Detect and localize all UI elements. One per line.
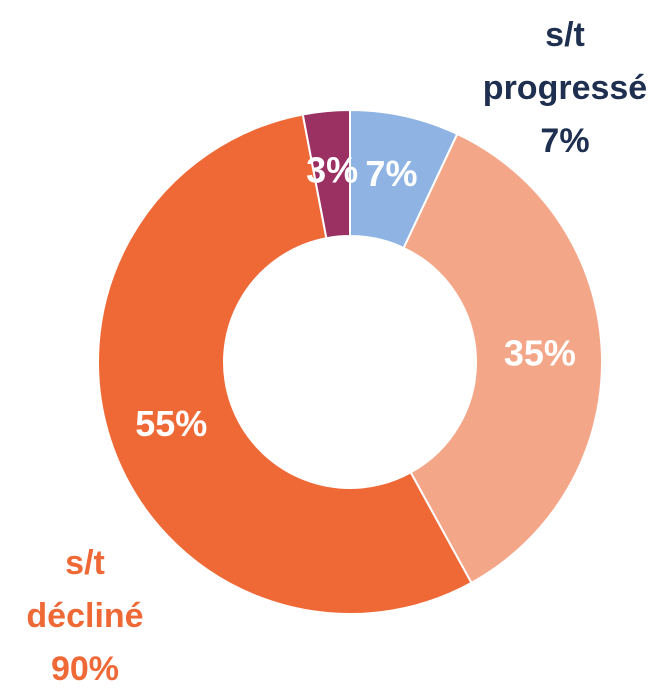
donut-segment bbox=[97, 113, 473, 615]
annotation: 7% bbox=[540, 122, 589, 160]
annotation: s/t bbox=[65, 544, 105, 582]
donut-segment bbox=[301, 108, 351, 240]
annotation: progressé bbox=[483, 69, 647, 107]
data-label: 35% bbox=[504, 333, 576, 374]
data-label: 3% bbox=[306, 149, 358, 190]
annotation: décliné bbox=[26, 597, 143, 635]
data-label: 55% bbox=[135, 403, 207, 444]
donut-segment bbox=[402, 132, 603, 585]
data-label: 7% bbox=[365, 153, 417, 194]
annotation: 90% bbox=[51, 650, 119, 688]
annotation: s/t bbox=[545, 16, 585, 54]
